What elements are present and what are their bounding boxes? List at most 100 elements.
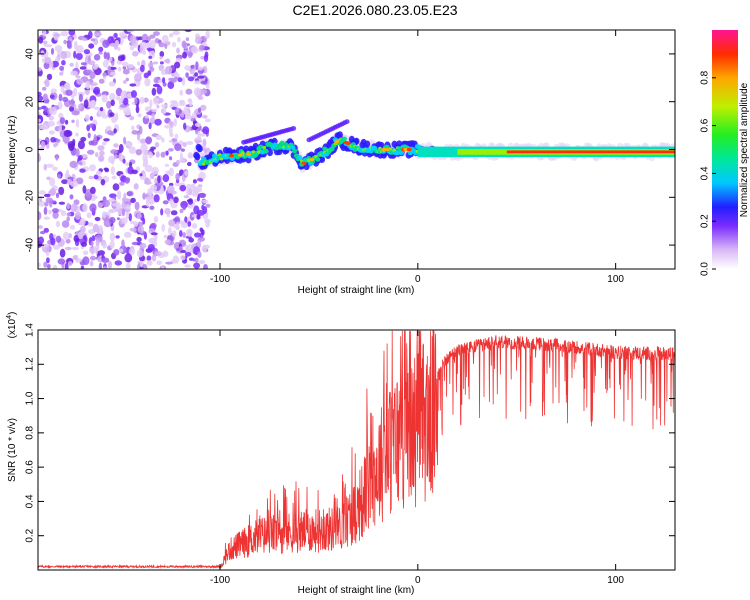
spectrogram-noise-blob [67, 261, 73, 266]
spectrogram-noise-blob [58, 186, 65, 196]
spectrogram-noise-blob [154, 118, 162, 126]
spectrogram-noise-blob [89, 203, 97, 212]
spectrogram-noise-blob [98, 78, 105, 84]
spectrogram-noise-blob [62, 231, 70, 241]
spectrogram-noise-blob [67, 141, 76, 149]
spectrogram-noise-blob [199, 89, 208, 95]
spectrogram-noise-blob [149, 205, 155, 210]
spectrogram-noise-blob [38, 200, 46, 207]
spectrogram-noise-blob [143, 72, 149, 79]
spectrogram-noise-blob [185, 112, 190, 116]
spectrogram-noise-blob [174, 143, 182, 151]
spectrogram-noise-blob [153, 76, 160, 84]
spectrogram-noise-blob [38, 67, 42, 72]
spectrogram-ridge-core [262, 145, 267, 150]
spectrogram-noise-blob [169, 198, 174, 205]
spectrogram-noise-blob [87, 222, 94, 227]
spectrogram-noise-blob [139, 260, 144, 268]
spectrogram-noise-blob [91, 235, 96, 242]
spectrogram-noise-blob [66, 202, 70, 210]
spectrogram-noise-blob [80, 225, 86, 234]
spectrogram-noise-blob [59, 248, 66, 258]
spectrogram-noise-blob [65, 89, 73, 96]
spectrogram-noise-blob [76, 78, 84, 85]
spectrogram-noise-blob [173, 196, 179, 204]
spectrogram-noise-blob [188, 237, 194, 243]
spectrogram-ridge-body [319, 156, 326, 163]
colorbar-label: Normalized spectral amplitude [739, 82, 750, 217]
snr-xtick-label: -100 [210, 575, 230, 586]
spectrogram-noise-blob [66, 40, 72, 49]
spectrogram-noise-blob [160, 208, 164, 216]
spectrogram-noise-blob [136, 249, 144, 258]
spectrogram-noise-blob [205, 84, 210, 89]
spectrogram-noise-blob [161, 34, 169, 43]
spectrogram-noise-blob [125, 112, 132, 116]
snr-xtick-label: 0 [415, 575, 421, 586]
spectrogram-noise-blob [88, 30, 93, 39]
spectrogram-noise-blob [164, 43, 168, 49]
spectrogram-noise-blob [179, 89, 184, 96]
spectrogram-noise-blob [88, 123, 94, 128]
spectrogram-noise-blob [38, 262, 41, 268]
spectrogram-noise-blob [151, 108, 158, 113]
spectrogram-noise-blob [150, 222, 157, 229]
snr-ytick-label: 1.0 [25, 391, 36, 405]
spectrogram-noise-blob [183, 195, 190, 199]
spectrogram-noise-blob [187, 98, 192, 103]
spectrogram-noise-blob [181, 77, 186, 86]
spectrogram-noise-blob [164, 208, 171, 215]
spectrogram-noise-blob [144, 115, 149, 119]
spectrogram-ylabel: Frequency (Hz) [7, 116, 18, 185]
snr-panel: -100 0 100 0.2 0.4 0.6 0.8 1.0 1.2 1.4 Height of … [6, 312, 676, 596]
spectrogram-noise-blob [173, 118, 177, 127]
spectrogram-noise-blob [146, 111, 153, 116]
spectrogram-noise-blob [95, 170, 102, 176]
spectrogram-noise-blob [142, 149, 149, 156]
spectrogram-noise-blob [108, 155, 116, 164]
spectrogram-noise-blob [159, 61, 164, 65]
spectrogram-noise-blob [49, 94, 55, 99]
spectrogram-noise-blob [123, 136, 127, 145]
spectrogram-noise-blob [102, 266, 108, 269]
snr-scale-label: (x104) [6, 312, 18, 339]
spectrogram-noise-blob [175, 159, 181, 165]
snr-ytick-label: 0.2 [25, 528, 36, 542]
snr-ylabel: SNR (10 * v/v) [7, 418, 18, 482]
spectrogram-noise-blob [123, 97, 129, 106]
spectrogram-noise-blob [152, 83, 160, 88]
spectrogram-noise-blob [197, 75, 205, 79]
spectrogram-noise-blob [200, 80, 208, 85]
spectrogram-noise-blob [82, 37, 88, 42]
spectrogram-noise-blob [142, 217, 146, 225]
spectrogram-noise-blob [40, 124, 49, 130]
spectrogram-noise-blob [197, 239, 202, 248]
spectrogram-noise-blob [156, 104, 160, 109]
spectrogram-noise-blob [78, 154, 83, 161]
spectrogram-noise-blob [89, 255, 96, 261]
spectrogram-noise-blob [60, 31, 69, 37]
spectrogram-noise-blob [75, 148, 80, 158]
spectrogram-noise-blob [179, 157, 186, 163]
spectrogram-noise-blob [170, 121, 174, 128]
spectrogram-noise-blob [93, 174, 99, 180]
spectrogram-noise-blob [165, 150, 169, 156]
spectrogram-noise-blob [102, 72, 107, 77]
spectrogram-noise-blob [180, 250, 187, 253]
spectrogram-noise-blob [197, 131, 201, 139]
spectrogram-noise-blob [58, 201, 66, 205]
spectrogram-noise-blob [49, 177, 56, 187]
spectrogram-noise-blob [46, 257, 50, 264]
colorbar-tick-label: 0.0 [700, 262, 711, 276]
spectrogram-noise-blob [157, 175, 161, 184]
spectrogram-noise-blob [58, 124, 62, 132]
spectrogram-noise-blob [43, 227, 49, 233]
spectrogram-noise-blob [132, 51, 139, 57]
spectrogram-noise-blob [73, 50, 77, 59]
spectrogram-noise-blob [124, 177, 130, 184]
spectrogram-noise-blob [38, 95, 44, 102]
spectrogram-noise-blob [136, 236, 142, 243]
spectrogram-noise-blob [144, 181, 152, 185]
spectrogram-noise-blob [122, 68, 130, 75]
spectrogram-noise-blob [148, 152, 154, 159]
